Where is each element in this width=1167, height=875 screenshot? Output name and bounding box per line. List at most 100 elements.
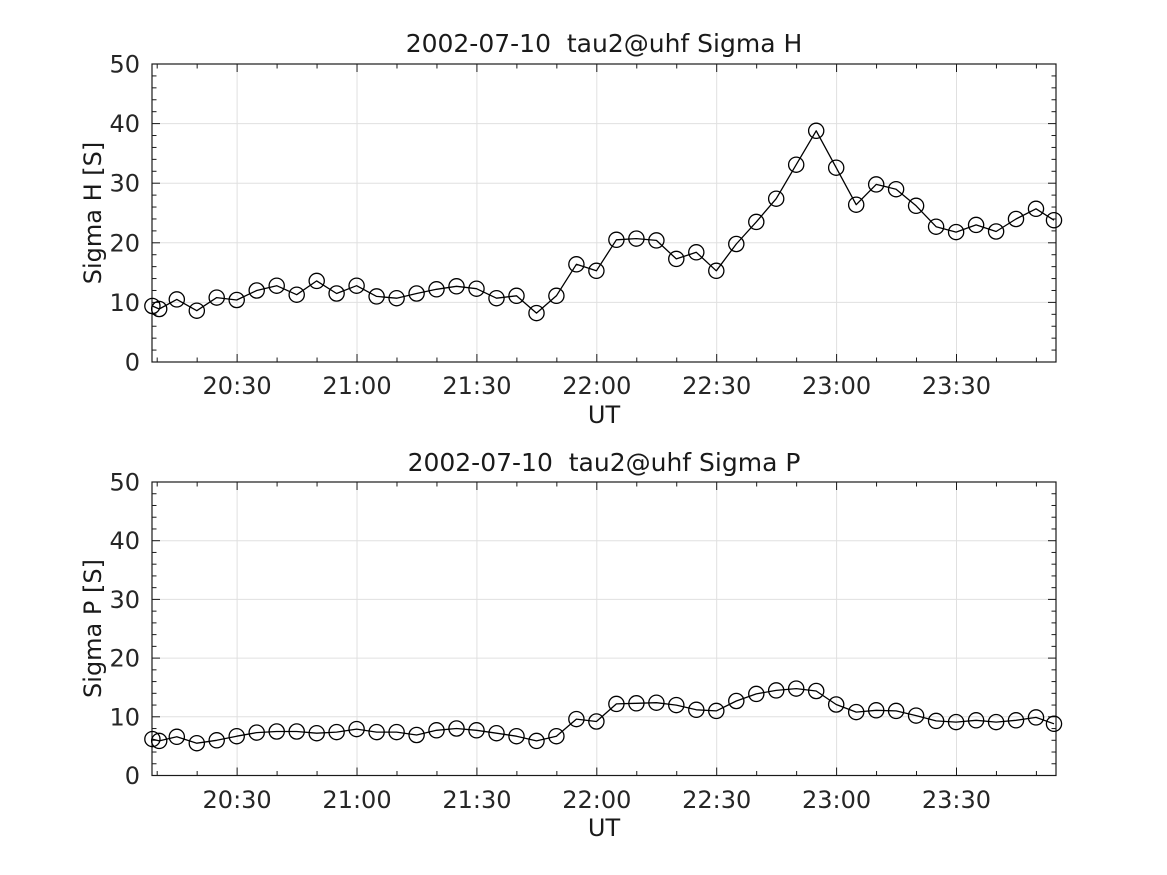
- x-tick-label: 21:30: [442, 786, 511, 814]
- x-tick-label: 21:00: [322, 786, 391, 814]
- data-point-marker: [388, 289, 405, 307]
- data-point-marker: [1045, 211, 1063, 229]
- data-point-marker: [348, 720, 365, 738]
- y-tick-label: 20: [109, 229, 140, 257]
- sigma-p-ylabel: Sigma P [S]: [79, 559, 107, 698]
- data-point-marker: [308, 724, 325, 742]
- data-point-marker: [228, 291, 245, 309]
- data-point-marker: [628, 695, 645, 712]
- data-point-marker: [248, 724, 265, 741]
- data-point-marker: [767, 682, 785, 699]
- data-point-marker: [1027, 200, 1045, 218]
- x-tick-label: 23:30: [922, 372, 991, 400]
- data-point-marker: [827, 696, 845, 713]
- data-point-marker: [648, 694, 665, 711]
- sigma-h-series-line: [152, 130, 1055, 314]
- data-point-marker: [967, 216, 985, 234]
- data-point-marker: [144, 730, 161, 748]
- sigma-h-grid: [152, 64, 1056, 362]
- data-point-marker: [947, 713, 965, 731]
- data-point-marker: [708, 702, 725, 720]
- data-point-marker: [1007, 712, 1025, 729]
- data-point-marker: [150, 732, 168, 750]
- y-tick-label: 40: [109, 527, 140, 555]
- x-tick-label: 23:00: [802, 786, 871, 814]
- data-point-marker: [268, 277, 285, 294]
- data-point-marker: [208, 289, 225, 306]
- data-point-marker: [748, 213, 765, 231]
- data-point-marker: [528, 732, 545, 750]
- data-point-marker: [188, 302, 206, 319]
- data-point-marker: [188, 734, 206, 752]
- data-point-marker: [1007, 210, 1025, 228]
- data-point-marker: [807, 122, 825, 140]
- data-point-marker: [1027, 709, 1045, 726]
- x-tick-label: 22:00: [562, 372, 631, 400]
- data-point-marker: [208, 732, 225, 749]
- data-point-marker: [488, 289, 505, 307]
- data-point-marker: [987, 223, 1005, 240]
- data-point-marker: [508, 287, 525, 305]
- x-tick-label: 20:30: [203, 786, 272, 814]
- x-tick-label: 23:30: [922, 786, 991, 814]
- data-point-marker: [887, 180, 905, 198]
- data-point-marker: [468, 280, 485, 297]
- data-point-marker: [448, 278, 465, 295]
- data-point-marker: [288, 723, 305, 740]
- data-point-marker: [668, 250, 685, 268]
- data-point-marker: [508, 727, 525, 745]
- data-point-marker: [847, 703, 865, 721]
- y-tick-label: 0: [125, 762, 140, 790]
- data-point-marker: [428, 722, 445, 739]
- x-tick-label: 22:30: [682, 372, 751, 400]
- data-point-marker: [728, 692, 745, 710]
- data-point-marker: [448, 720, 465, 737]
- data-point-marker: [608, 231, 625, 249]
- y-tick-label: 10: [109, 289, 140, 317]
- data-point-marker: [787, 156, 805, 173]
- data-point-marker: [408, 285, 425, 302]
- sigma-h-axes-frame: [151, 63, 1057, 363]
- data-point-marker: [468, 722, 485, 739]
- data-point-marker: [408, 726, 425, 744]
- data-point-marker: [368, 288, 385, 305]
- data-point-marker: [807, 682, 825, 700]
- sigma-h-plot-area: 20:30 21:00 21:30 22:00 22:30 23:00 23:30 0 10 20…: [109, 51, 1063, 400]
- data-point-marker: [927, 218, 945, 235]
- data-point-marker: [548, 287, 565, 305]
- data-point-marker: [168, 291, 186, 308]
- data-point-marker: [907, 197, 925, 215]
- sigma-p-tick-labels: 20:30 21:00 21:30 22:00 22:30 23:00 23:30 0 10 20…: [109, 469, 991, 815]
- data-point-marker: [927, 712, 945, 730]
- data-point-marker: [368, 723, 385, 741]
- x-tick-label: 21:00: [322, 372, 391, 400]
- data-point-marker: [568, 710, 585, 728]
- data-point-marker: [488, 724, 505, 742]
- data-point-marker: [947, 223, 965, 241]
- sigma-p-axes-frame: [151, 481, 1057, 777]
- data-point-marker: [548, 727, 565, 745]
- y-tick-label: 0: [125, 349, 140, 377]
- data-point-marker: [248, 282, 265, 299]
- sigma-p-series: [144, 680, 1063, 752]
- data-point-marker: [628, 230, 645, 247]
- data-point-marker: [328, 723, 345, 741]
- data-point-marker: [348, 277, 365, 294]
- sigma-h-chart: 20:30 21:00 21:30 22:00 22:30 23:00 23:30 0 10 20…: [79, 29, 1063, 429]
- data-point-marker: [428, 281, 445, 298]
- data-point-marker: [728, 235, 745, 253]
- sigma-h-ylabel: Sigma H [S]: [79, 142, 107, 285]
- data-point-marker: [907, 707, 925, 724]
- y-tick-label: 50: [109, 51, 140, 79]
- data-point-marker: [688, 701, 705, 719]
- data-point-marker: [847, 196, 865, 213]
- data-point-marker: [867, 702, 885, 719]
- y-tick-label: 40: [109, 110, 140, 138]
- data-point-marker: [168, 728, 186, 746]
- data-point-marker: [528, 304, 545, 322]
- sigma-p-xlabel: UT: [588, 814, 621, 842]
- sigma-h-xlabel: UT: [588, 401, 621, 429]
- data-point-marker: [648, 232, 665, 249]
- y-tick-label: 10: [109, 703, 140, 731]
